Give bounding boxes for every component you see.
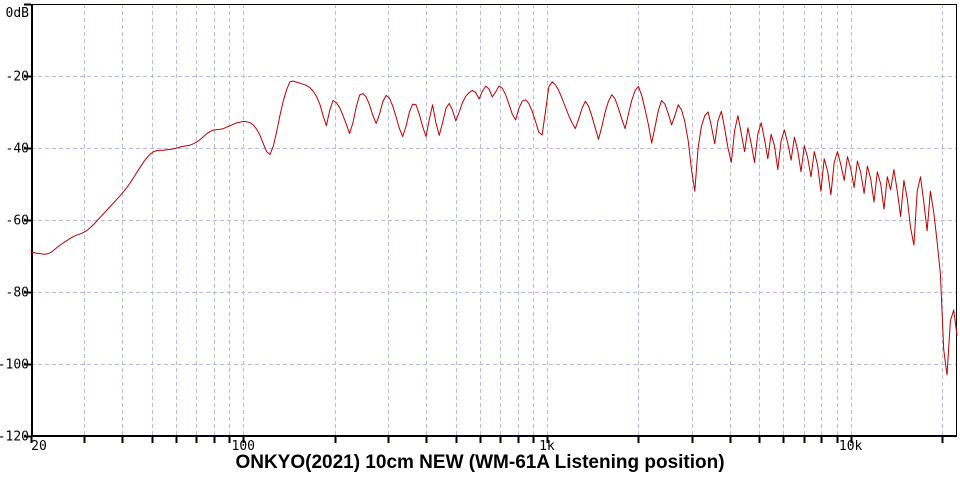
y-axis-label: -20: [6, 70, 29, 85]
chart-title: ONKYO(2021) 10cm NEW (WM-61A Listening p…: [235, 452, 725, 473]
y-axis-label: -120: [0, 430, 29, 445]
y-axis-label: 0dB: [6, 6, 30, 21]
x-axis-label: 100: [232, 439, 255, 454]
x-axis-label: 10k: [839, 439, 863, 454]
gridlines: [31, 4, 957, 436]
response-curve: [30, 80, 958, 376]
y-axis-labels: 0dB -20 -40 -60 -80 -100 -120: [0, 6, 29, 445]
x-axis-label: 20: [31, 439, 47, 454]
axis-ticks: [24, 3, 944, 443]
y-axis-label: -60: [6, 214, 29, 229]
y-axis-label: -40: [6, 142, 29, 157]
y-axis-label: -100: [0, 358, 29, 373]
plot-border: [31, 4, 957, 437]
x-axis-labels: 20 100 1k 10k: [31, 439, 862, 454]
x-axis-label: 1k: [539, 439, 555, 454]
y-axis-label: -80: [6, 286, 29, 301]
